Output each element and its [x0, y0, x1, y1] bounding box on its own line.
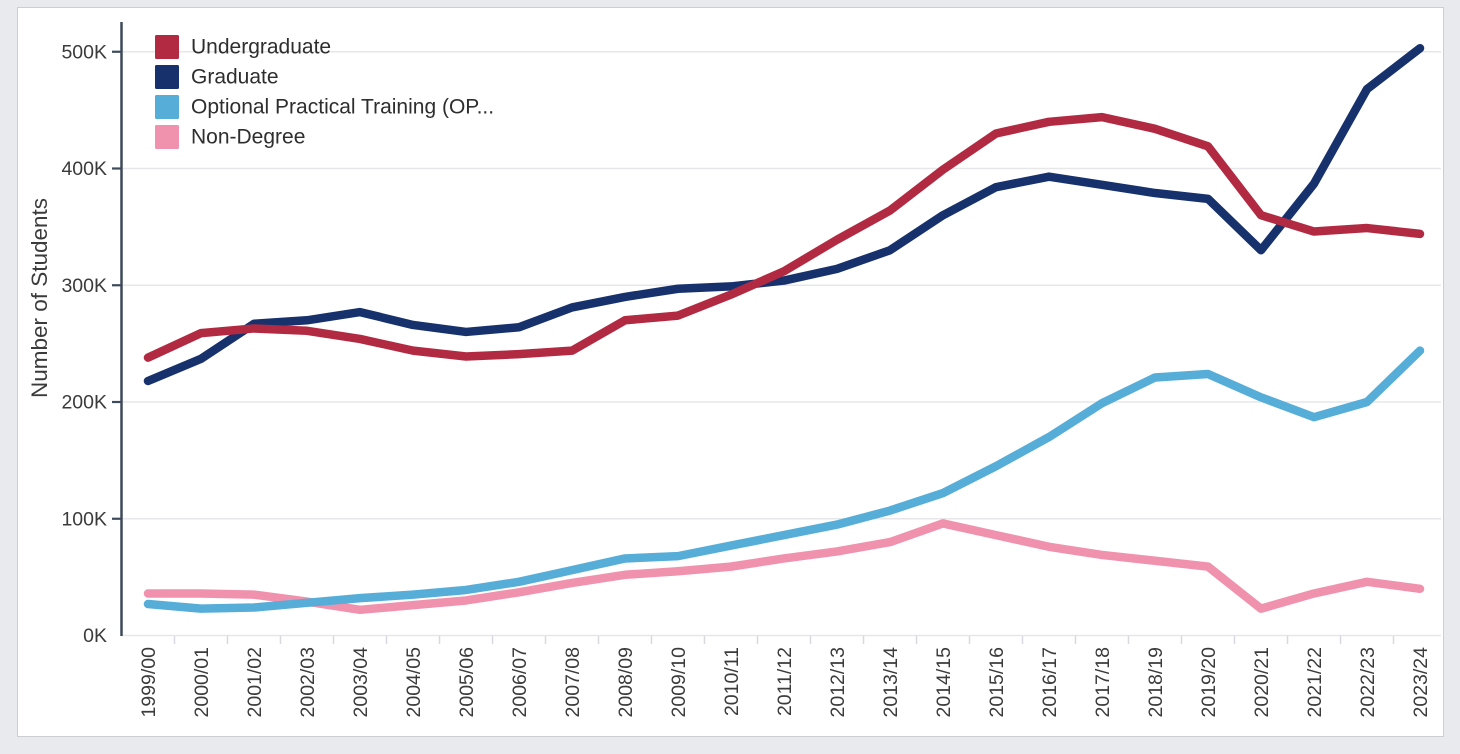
legend-item-graduate[interactable]: Graduate	[155, 65, 279, 89]
legend-swatch-graduate	[155, 65, 179, 89]
legend-swatch-optional-practical-training-op	[155, 95, 179, 119]
y-axis-tick-labels: 0K 100K 200K 300K 400K 500K	[61, 41, 107, 647]
y-axis-title: Number of Students	[27, 198, 52, 398]
x-tick-label-2019-20: 2019/20	[1198, 647, 1220, 718]
x-tick-label-2001-02: 2001/02	[244, 647, 266, 718]
x-tick-label-2003-04: 2003/04	[350, 647, 372, 718]
y-tick-label-400K: 400K	[61, 158, 107, 180]
series-line-graduate	[143, 43, 1425, 386]
y-tick-label-500K: 500K	[61, 41, 107, 63]
x-tick-label-1999-00: 1999/00	[138, 647, 160, 718]
x-axis-tick-labels: 1999/00 2000/01 2001/02 2002/03 2003/04 2004/…	[138, 647, 1432, 718]
x-tick-label-2012-13: 2012/13	[827, 647, 849, 718]
legend-swatch-non-degree	[155, 125, 179, 149]
series-lines	[143, 43, 1425, 615]
x-tick-label-2009-10: 2009/10	[668, 647, 690, 718]
x-tick-label-2004-05: 2004/05	[403, 647, 425, 718]
x-tick-label-2013-14: 2013/14	[880, 647, 902, 718]
x-tick-label-2006-07: 2006/07	[509, 647, 531, 718]
x-tick-label-2017-18: 2017/18	[1092, 647, 1114, 718]
legend-label-non-degree: Non-Degree	[191, 126, 305, 149]
gridlines	[121, 51, 1441, 637]
y-tick-label-100K: 100K	[61, 508, 107, 530]
legend-item-optional-practical-training-op[interactable]: Optional Practical Training (OP...	[155, 95, 494, 119]
legend-label-optional-practical-training-op: Optional Practical Training (OP...	[191, 96, 494, 119]
x-tick-label-2005-06: 2005/06	[456, 647, 478, 718]
legend-label-undergraduate: Undergraduate	[191, 36, 331, 59]
legend-item-non-degree[interactable]: Non-Degree	[155, 125, 305, 149]
y-tick-label-200K: 200K	[61, 392, 107, 414]
legend: Undergraduate Graduate Optional Practical …	[155, 35, 494, 149]
x-tick-label-2022-23: 2022/23	[1357, 647, 1379, 718]
legend-swatch-undergraduate	[155, 35, 179, 59]
x-tick-label-2010-11: 2010/11	[721, 647, 743, 716]
legend-item-undergraduate[interactable]: Undergraduate	[155, 35, 331, 59]
x-tick-label-2023-24: 2023/24	[1410, 647, 1432, 718]
y-tick-label-300K: 300K	[61, 275, 107, 297]
x-tick-label-2014-15: 2014/15	[933, 647, 955, 718]
x-tick-label-2008-09: 2008/09	[615, 647, 637, 718]
y-axis-tick-marks	[112, 50, 121, 520]
x-tick-label-2007-08: 2007/08	[562, 647, 584, 718]
series-line-undergraduate	[143, 112, 1425, 362]
x-tick-label-2000-01: 2000/01	[191, 647, 213, 718]
x-tick-label-2002-03: 2002/03	[297, 647, 319, 718]
x-tick-label-2018-19: 2018/19	[1145, 647, 1167, 718]
x-tick-label-2016-17: 2016/17	[1039, 647, 1061, 718]
series-line-optional-practical-training-op	[143, 346, 1425, 613]
series-line-non-degree	[143, 519, 1425, 615]
y-tick-label-0K: 0K	[83, 625, 107, 647]
x-tick-label-2021-22: 2021/22	[1304, 647, 1326, 718]
x-tick-label-2020-21: 2020/21	[1251, 647, 1273, 718]
legend-label-graduate: Graduate	[191, 66, 279, 89]
x-tick-label-2015-16: 2015/16	[986, 647, 1008, 718]
x-axis-ticks	[173, 636, 1395, 644]
x-tick-label-2011-12: 2011/12	[774, 647, 796, 716]
